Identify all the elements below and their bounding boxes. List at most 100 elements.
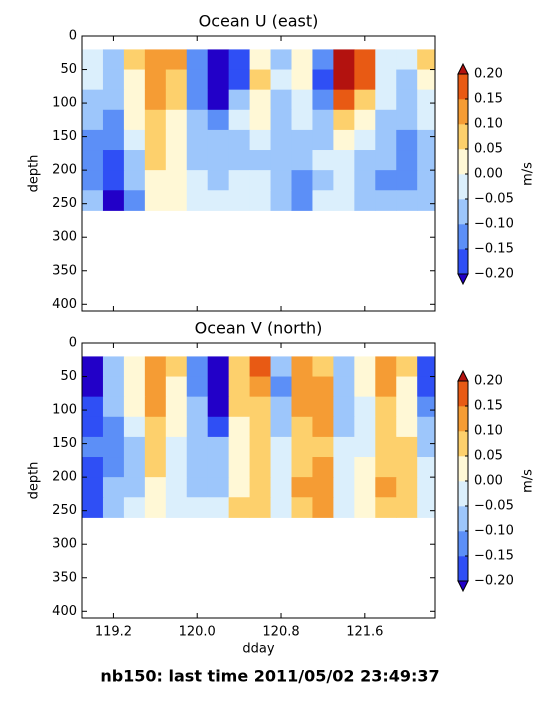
contour-cell [207,49,230,71]
contour-cell [396,69,418,91]
contour-cell [312,150,334,171]
contour-cell [207,436,230,458]
colorbar-label: −0.10 [474,217,514,232]
contour-cell [123,356,146,378]
contour-cell [186,109,209,131]
contour-cell [207,150,230,171]
colorbar-segment [458,124,468,150]
y-tick-label: 200 [52,470,77,485]
colorbar-label: 0.10 [474,424,503,439]
contour-cell [354,89,376,111]
contour-cell [102,170,125,191]
contour-cell [207,396,230,418]
contour-cell [291,497,313,518]
contour-cell [333,89,355,111]
contour-cell [186,69,209,91]
colorbar-segment [458,456,468,482]
contour-cell [123,436,146,458]
contour-cell [375,436,397,458]
contour-cell [333,69,355,91]
y-axis-label: depth [27,155,42,193]
contour-cell [312,477,334,498]
contour-cell [354,356,376,378]
colorbar-label: −0.05 [474,192,514,207]
contour-cell [144,129,167,151]
contour-cell [165,170,188,191]
contour-cell [165,436,188,458]
contour-cell [354,396,376,418]
contour-cell [144,150,167,171]
contour-cell [165,129,188,151]
contour-cell [291,150,313,171]
contour-cell [228,396,251,418]
contour-cell [102,457,125,478]
contour-cell [249,89,272,111]
contour-cell [165,477,188,498]
contour-cell [144,376,167,398]
contour-cell [123,150,146,171]
contour-cell [82,89,104,111]
contour-cell [291,109,313,131]
contour-cell [291,69,313,91]
field [82,356,435,518]
contour-cell [270,49,292,71]
contour-cell [291,356,313,378]
colorbar-extend-under [457,273,469,286]
axes-title: Ocean V (north) [195,319,323,338]
contour-cell [165,396,188,418]
contour-cell [186,497,209,518]
colorbar-label: 0.05 [474,449,503,464]
y-tick-label: 300 [52,537,77,552]
contour-cell [354,129,376,151]
contour-cell [186,89,209,111]
contour-cell [312,457,334,478]
contour-cell [249,69,272,91]
contour-cell [123,69,146,91]
contour-cell [207,190,230,211]
contour-cell [228,457,251,478]
contour-cell [417,436,435,458]
contour-cell [417,150,435,171]
contour-cell [312,376,334,398]
contour-cell [333,170,355,191]
contour-cell [102,69,125,91]
axes-frame [81,35,436,312]
contour-cell [123,416,146,438]
y-tick-label: 0 [69,336,77,351]
contour-cell [186,356,209,378]
contour-cell [291,129,313,151]
contour-cell [375,129,397,151]
y-tick-label: 100 [52,96,77,111]
contour-cell [123,396,146,418]
contour-cell [375,356,397,378]
contour-cell [228,109,251,131]
contour-cell [249,416,272,438]
contour-cell [82,190,104,211]
contour-cell [396,129,418,151]
contour-cell [291,89,313,111]
contour-cell [82,129,104,151]
contour-cell [375,497,397,518]
contour-cell [396,457,418,478]
contour-cell [123,89,146,111]
contour-cell [102,129,125,151]
contour-cell [312,170,334,191]
contour-cell [165,356,188,378]
contour-cell [144,396,167,418]
contour-cell [123,477,146,498]
colorbar-segment [458,224,468,250]
y-tick-label: 0 [69,29,77,44]
contour-cell [123,190,146,211]
contour-cell [354,477,376,498]
contour-cell [102,436,125,458]
contour-cell [312,109,334,131]
contour-cell [228,170,251,191]
contour-cell [354,170,376,191]
colorbar-title: m/s [521,162,536,186]
colorbar-extend-under [457,580,469,593]
contour-cell [207,69,230,91]
contour-cell [165,150,188,171]
contour-cell [82,150,104,171]
contour-cell [312,396,334,418]
